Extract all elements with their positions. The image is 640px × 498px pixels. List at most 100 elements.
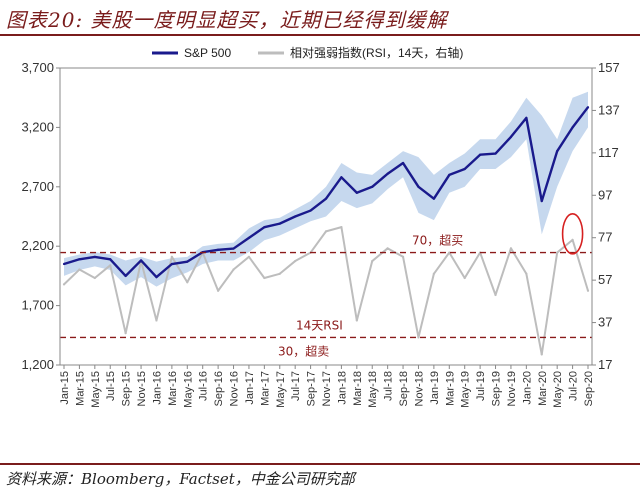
footer-rule [0, 463, 640, 465]
right-tick-label: 77 [598, 230, 612, 245]
sp500-point-12 [247, 236, 251, 239]
left-tick-label: 2,200 [21, 238, 54, 253]
rsi-point-33 [571, 238, 574, 241]
x-tick-label: Mar-17 [259, 371, 271, 406]
rsi-point-19 [355, 319, 358, 322]
band-area [64, 91, 588, 287]
rsi-point-11 [232, 268, 235, 271]
left-tick-label: 1,700 [21, 298, 54, 313]
sp500-point-15 [294, 215, 297, 218]
x-tick-label: Jan-20 [521, 371, 533, 405]
left-tick-label: 1,200 [21, 357, 54, 372]
rsi-point-32 [556, 251, 559, 254]
x-tick-label: May-19 [460, 371, 472, 408]
x-tick-label: May-18 [367, 371, 379, 408]
sp500-point-31 [540, 199, 543, 203]
rsi-point-34 [586, 289, 590, 292]
right-tick-label: 117 [598, 145, 619, 160]
x-tick-label: Nov-19 [506, 371, 518, 406]
legend: S&P 500 相对强弱指数(RSI，14天，右轴) [152, 45, 463, 60]
sp500-point-7 [170, 262, 173, 266]
x-tick-label: Jul-20 [568, 371, 580, 401]
right-tick-label: 57 [598, 272, 612, 287]
x-tick-label: Jul-16 [198, 371, 210, 401]
sp500-point-34 [586, 106, 590, 109]
x-tick-label: Sep-18 [398, 371, 410, 406]
sp500-point-19 [355, 191, 358, 194]
sp500-point-29 [509, 135, 513, 139]
rsi-point-12 [247, 255, 251, 258]
sp500-point-20 [371, 185, 374, 188]
rsi-point-26 [463, 276, 466, 280]
rsi-point-21 [386, 247, 389, 250]
x-tick-label: Nov-18 [413, 371, 425, 406]
rsi-point-13 [263, 276, 266, 280]
title-rule [0, 34, 640, 36]
sp500-point-33 [571, 126, 574, 129]
sp500-point-13 [263, 226, 266, 229]
rsi-point-28 [494, 293, 497, 297]
x-tick-label: Mar-19 [444, 371, 456, 406]
sp500-point-27 [479, 153, 482, 156]
x-tick-label: Jul-15 [105, 371, 117, 401]
sp500-point-32 [556, 150, 559, 153]
left-tick-label: 3,700 [21, 60, 54, 75]
rsi-point-10 [217, 289, 220, 292]
threshold-label-1: 14天RSI [296, 318, 343, 332]
sp500-point-11 [232, 247, 235, 250]
rsi-point-4 [124, 332, 127, 335]
sp500-point-25 [448, 173, 451, 177]
x-tick-label: Mar-15 [74, 371, 86, 406]
rsi-point-1 [78, 268, 81, 271]
rsi-point-22 [401, 255, 405, 258]
x-tick-label: Sep-16 [213, 371, 225, 406]
x-tick-label: May-17 [275, 371, 287, 408]
threshold-lines: 70，超买 14天RSI 30，超卖 [60, 213, 592, 358]
sp500-point-14 [278, 222, 281, 225]
x-tick-label: Mar-16 [167, 371, 179, 406]
rsi-point-2 [93, 276, 96, 280]
sp500-point-17 [324, 197, 328, 200]
sp500-point-2 [93, 255, 96, 258]
sp500-point-5 [139, 259, 143, 262]
legend-sp500-label: S&P 500 [184, 46, 231, 60]
threshold-label-2: 30，超卖 [278, 343, 329, 358]
sp500-point-6 [155, 275, 158, 279]
left-tick-label: 3,200 [21, 119, 54, 134]
x-tick-label: Jan-19 [429, 371, 441, 405]
sp500-point-3 [109, 258, 112, 261]
sp500-point-4 [124, 274, 127, 277]
overbought-highlight [561, 213, 584, 255]
x-tick-label: Nov-15 [136, 371, 148, 406]
sp500-series [62, 106, 590, 279]
legend-rsi-label: 相对强弱指数(RSI，14天，右轴) [290, 45, 463, 60]
x-tick-label: Sep-15 [121, 371, 133, 406]
rsi-point-3 [109, 264, 112, 267]
x-tick-label: Jan-15 [59, 371, 71, 405]
sp500-point-24 [432, 197, 435, 200]
rsi-point-6 [155, 319, 158, 322]
sp500-point-1 [78, 258, 81, 261]
rsi-point-25 [448, 251, 451, 254]
rsi-point-23 [417, 336, 420, 339]
source-note: 资料来源：Bloomberg，Factset，中金公司研究部 [6, 470, 355, 488]
sp500-point-16 [309, 209, 312, 212]
right-tick-label: 17 [598, 357, 612, 372]
rsi-point-20 [371, 259, 374, 263]
rsi-point-15 [294, 259, 297, 263]
x-tick-label: Jul-19 [475, 371, 487, 401]
sp500-point-28 [494, 152, 497, 155]
axes: 1,200 1,700 2,200 2,700 3,200 3,700 17 37 57 77 97… [21, 60, 619, 408]
x-tick-label: Nov-16 [229, 371, 241, 406]
x-tick-label: Sep-20 [583, 371, 595, 406]
rsi-point-14 [278, 272, 281, 275]
rsi-point-29 [509, 247, 513, 250]
rsi-point-0 [62, 283, 66, 286]
sp500-point-18 [340, 176, 343, 179]
sp500-point-23 [417, 185, 420, 188]
chart-title: 图表20: 美股一度明显超买，近期已经得到缓解 [6, 8, 448, 32]
x-tick-label: Jul-17 [290, 371, 302, 401]
x-tick-label: May-16 [182, 371, 194, 408]
x-tick-label: Sep-17 [306, 371, 318, 406]
